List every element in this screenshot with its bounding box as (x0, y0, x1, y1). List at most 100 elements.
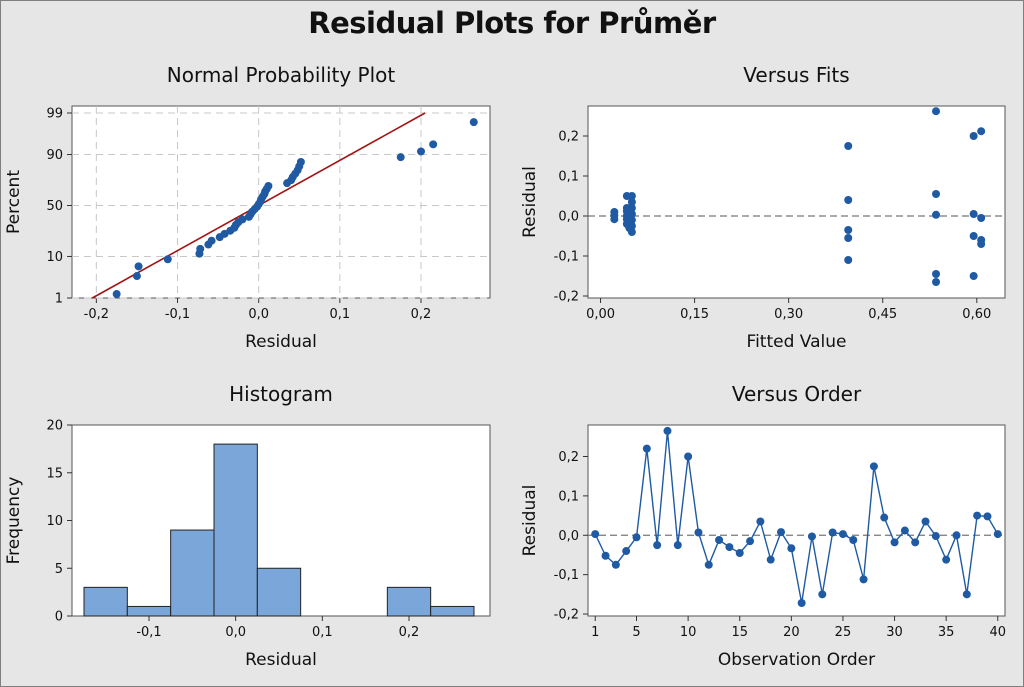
versus-order-point (766, 555, 775, 564)
versus-order-plot-area (587, 424, 1006, 617)
histogram-bar (386, 586, 432, 617)
versus-order-x-tick-label: 35 (938, 625, 955, 640)
versus-order-point (777, 528, 786, 537)
main-title: Residual Plots for Průměr (308, 6, 716, 40)
versus-order-y-tick-label: -0,1 (554, 568, 579, 583)
versus-fits-point (932, 270, 941, 278)
versus-order-point (869, 462, 878, 471)
histogram-bar (430, 605, 475, 617)
histogram-x-axis-label: Residual (245, 650, 317, 670)
versus-order-point (952, 531, 961, 540)
versus-order-point (828, 528, 837, 537)
versus-order-point (735, 548, 744, 557)
histogram-title: Histogram (229, 382, 333, 406)
histogram-x-tick-label: -0,1 (136, 625, 161, 640)
versus-order-point (797, 599, 806, 608)
versus-fits-y-axis-label: Residual (520, 166, 540, 238)
versus-fits-point (969, 132, 978, 140)
versus-order-y-tick-label: 0,2 (558, 450, 579, 465)
versus-fits-x-tick-label: 0,15 (680, 307, 709, 322)
versus-order-y-axis-label: Residual (520, 485, 540, 557)
versus-fits-point (932, 107, 941, 116)
histogram-bar (256, 567, 302, 617)
versus-fits-point (969, 210, 978, 218)
versus-order-point (715, 535, 724, 544)
normal-plot-y-tick-label: 10 (46, 250, 63, 265)
histogram-bar (83, 586, 128, 617)
normal-plot-point (417, 147, 426, 156)
versus-order-point (663, 426, 672, 435)
versus-fits-point (932, 210, 941, 219)
versus-order-point (673, 541, 682, 550)
versus-fits-y-tick-label: -0,2 (554, 290, 579, 305)
versus-fits-x-tick-label: 0,00 (586, 307, 615, 322)
versus-fits-point (844, 196, 853, 204)
normal-plot-x-tick-label: 0,2 (411, 307, 432, 322)
versus-order-x-axis-label: Observation Order (718, 650, 875, 670)
versus-order-point (911, 538, 920, 547)
versus-order-point (818, 590, 827, 599)
versus-order-y-tick-label: 0,0 (558, 529, 579, 544)
versus-order-point (973, 511, 982, 520)
versus-fits-point (844, 226, 853, 234)
versus-order-point (642, 444, 651, 453)
versus-fits-point (627, 192, 636, 200)
versus-fits-y-tick-label: 0,1 (558, 170, 579, 185)
versus-order-title: Versus Order (732, 382, 862, 406)
versus-fits-point (625, 224, 634, 232)
versus-order-y-tick-label: 0,1 (558, 489, 579, 504)
versus-fits-point (932, 278, 941, 286)
normal-plot-y-tick-label: 50 (46, 199, 63, 214)
versus-order-point (807, 532, 816, 541)
normal-plot-point (132, 272, 141, 281)
versus-order-x-tick-label: 20 (783, 625, 800, 640)
histogram-y-tick-label: 10 (46, 514, 63, 529)
versus-order-point (849, 535, 858, 544)
versus-order-x-tick-label: 25 (835, 625, 852, 640)
versus-fits-y-tick-label: -0,1 (554, 250, 579, 265)
normal-plot-x-axis-label: Residual (245, 332, 317, 352)
versus-fits-point (977, 240, 986, 248)
versus-fits-point (932, 190, 941, 198)
histogram-y-axis-label: Frequency (4, 477, 24, 565)
normal-plot-plot-area (71, 105, 491, 299)
versus-fits-x-tick-label: 0,30 (774, 307, 803, 322)
versus-order-point (622, 547, 631, 556)
normal-plot-point (396, 153, 405, 162)
versus-order-point (694, 528, 703, 537)
versus-order-point (704, 560, 713, 569)
versus-fits-point (844, 256, 853, 264)
normal-plot-y-tick-label: 1 (55, 292, 63, 307)
histogram-bar (170, 529, 215, 617)
versus-order-point (632, 533, 641, 542)
versus-order-point (611, 560, 620, 569)
versus-order-y-tick-label: -0,2 (554, 608, 579, 623)
normal-plot-x-tick-label: 0,1 (330, 307, 351, 322)
normal-plot-point (134, 262, 143, 271)
versus-order-point (900, 526, 909, 535)
histogram-y-tick-label: 0 (55, 610, 63, 625)
versus-order-point (993, 530, 1002, 539)
versus-order-point (725, 543, 734, 552)
histogram-x-tick-label: 0,2 (399, 625, 420, 640)
versus-order-point (787, 544, 796, 553)
normal-plot-x-tick-label: -0,1 (165, 307, 190, 322)
versus-fits-point (627, 216, 636, 224)
versus-order-point (931, 532, 940, 541)
versus-order-point (983, 512, 992, 521)
versus-order-point (942, 555, 951, 564)
versus-fits-point (969, 272, 978, 280)
versus-order-point (591, 530, 600, 539)
normal-plot-title: Normal Probability Plot (167, 63, 396, 87)
versus-fits-x-tick-label: 0,45 (868, 307, 897, 322)
versus-order-point (601, 551, 610, 560)
normal-plot-point (163, 255, 172, 264)
normal-plot-point (112, 290, 121, 299)
versus-order-line (594, 430, 999, 604)
histogram-x-tick-label: 0,1 (312, 625, 333, 640)
versus-fits-point (844, 234, 853, 242)
normal-plot-point (207, 236, 216, 245)
normal-plot-y-tick-label: 99 (46, 107, 63, 122)
normal-plot-y-tick-label: 90 (46, 148, 63, 163)
